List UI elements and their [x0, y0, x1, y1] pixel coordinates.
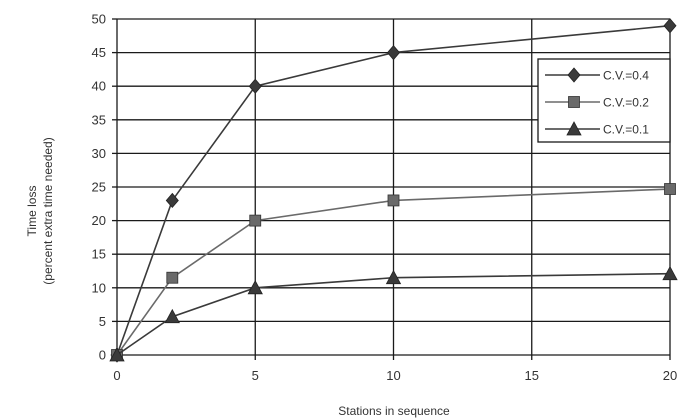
diamond-marker — [165, 192, 179, 209]
square-marker — [387, 194, 400, 207]
x-tick-label: 15 — [525, 368, 539, 383]
legend-entry: C.V.=0.1 — [545, 121, 649, 137]
square-marker — [664, 183, 676, 195]
y-tick-label: 20 — [92, 213, 106, 228]
legend-box — [537, 58, 671, 143]
x-tick-label: 0 — [113, 368, 120, 383]
axes: 0 5 10 15 20 25 30 35 40 45 50 0 5 10 15 20 — [92, 12, 678, 384]
square-marker — [166, 271, 179, 284]
y-tick-label: 50 — [92, 12, 106, 27]
grid — [116, 18, 671, 356]
square-marker — [249, 214, 262, 227]
legend-label: C.V.=0.2 — [603, 96, 649, 110]
x-tick-label: 20 — [663, 368, 677, 383]
y-tick-label: 30 — [92, 146, 106, 161]
diamond-marker — [663, 18, 677, 34]
y-tick-label: 45 — [92, 45, 106, 60]
y-tick-label: 35 — [92, 112, 106, 127]
legend-label: C.V.=0.1 — [603, 123, 649, 137]
legend-label: C.V.=0.4 — [603, 69, 649, 83]
y-tick-label: 0 — [99, 348, 106, 363]
triangle-marker — [109, 347, 125, 362]
legend-entry: C.V.=0.2 — [545, 96, 649, 110]
diamond-marker — [386, 44, 401, 61]
y-axis-title: Time loss (percent extra time needed) — [25, 137, 55, 284]
series-triangle — [109, 265, 678, 362]
triangle-marker — [566, 121, 582, 136]
y-tick-label: 10 — [92, 280, 106, 295]
triangle-marker — [385, 269, 402, 285]
series-diamond — [110, 18, 677, 363]
legend: C.V.=0.4 C.V.=0.2 C.V.=0.1 — [537, 58, 671, 143]
legend-entry: C.V.=0.4 — [545, 67, 649, 83]
y-tick-label: 5 — [99, 314, 106, 329]
y-axis-title-line-2: (percent extra time needed) — [41, 137, 55, 284]
diamond-marker — [567, 67, 581, 83]
series-layer — [109, 18, 678, 363]
diamond-marker — [248, 78, 262, 94]
square-marker — [568, 96, 580, 108]
y-tick-label: 40 — [92, 79, 106, 94]
triangle-marker — [164, 308, 180, 324]
y-tick-label: 25 — [92, 180, 106, 195]
triangle-marker — [247, 279, 263, 295]
x-tick-label: 10 — [386, 368, 400, 383]
y-tick-label: 15 — [92, 247, 106, 262]
y-axis-title-line-1: Time loss — [25, 186, 39, 237]
triangle-marker — [662, 265, 678, 281]
x-tick-label: 5 — [252, 368, 259, 383]
x-axis-title: Stations in sequence — [338, 404, 450, 418]
